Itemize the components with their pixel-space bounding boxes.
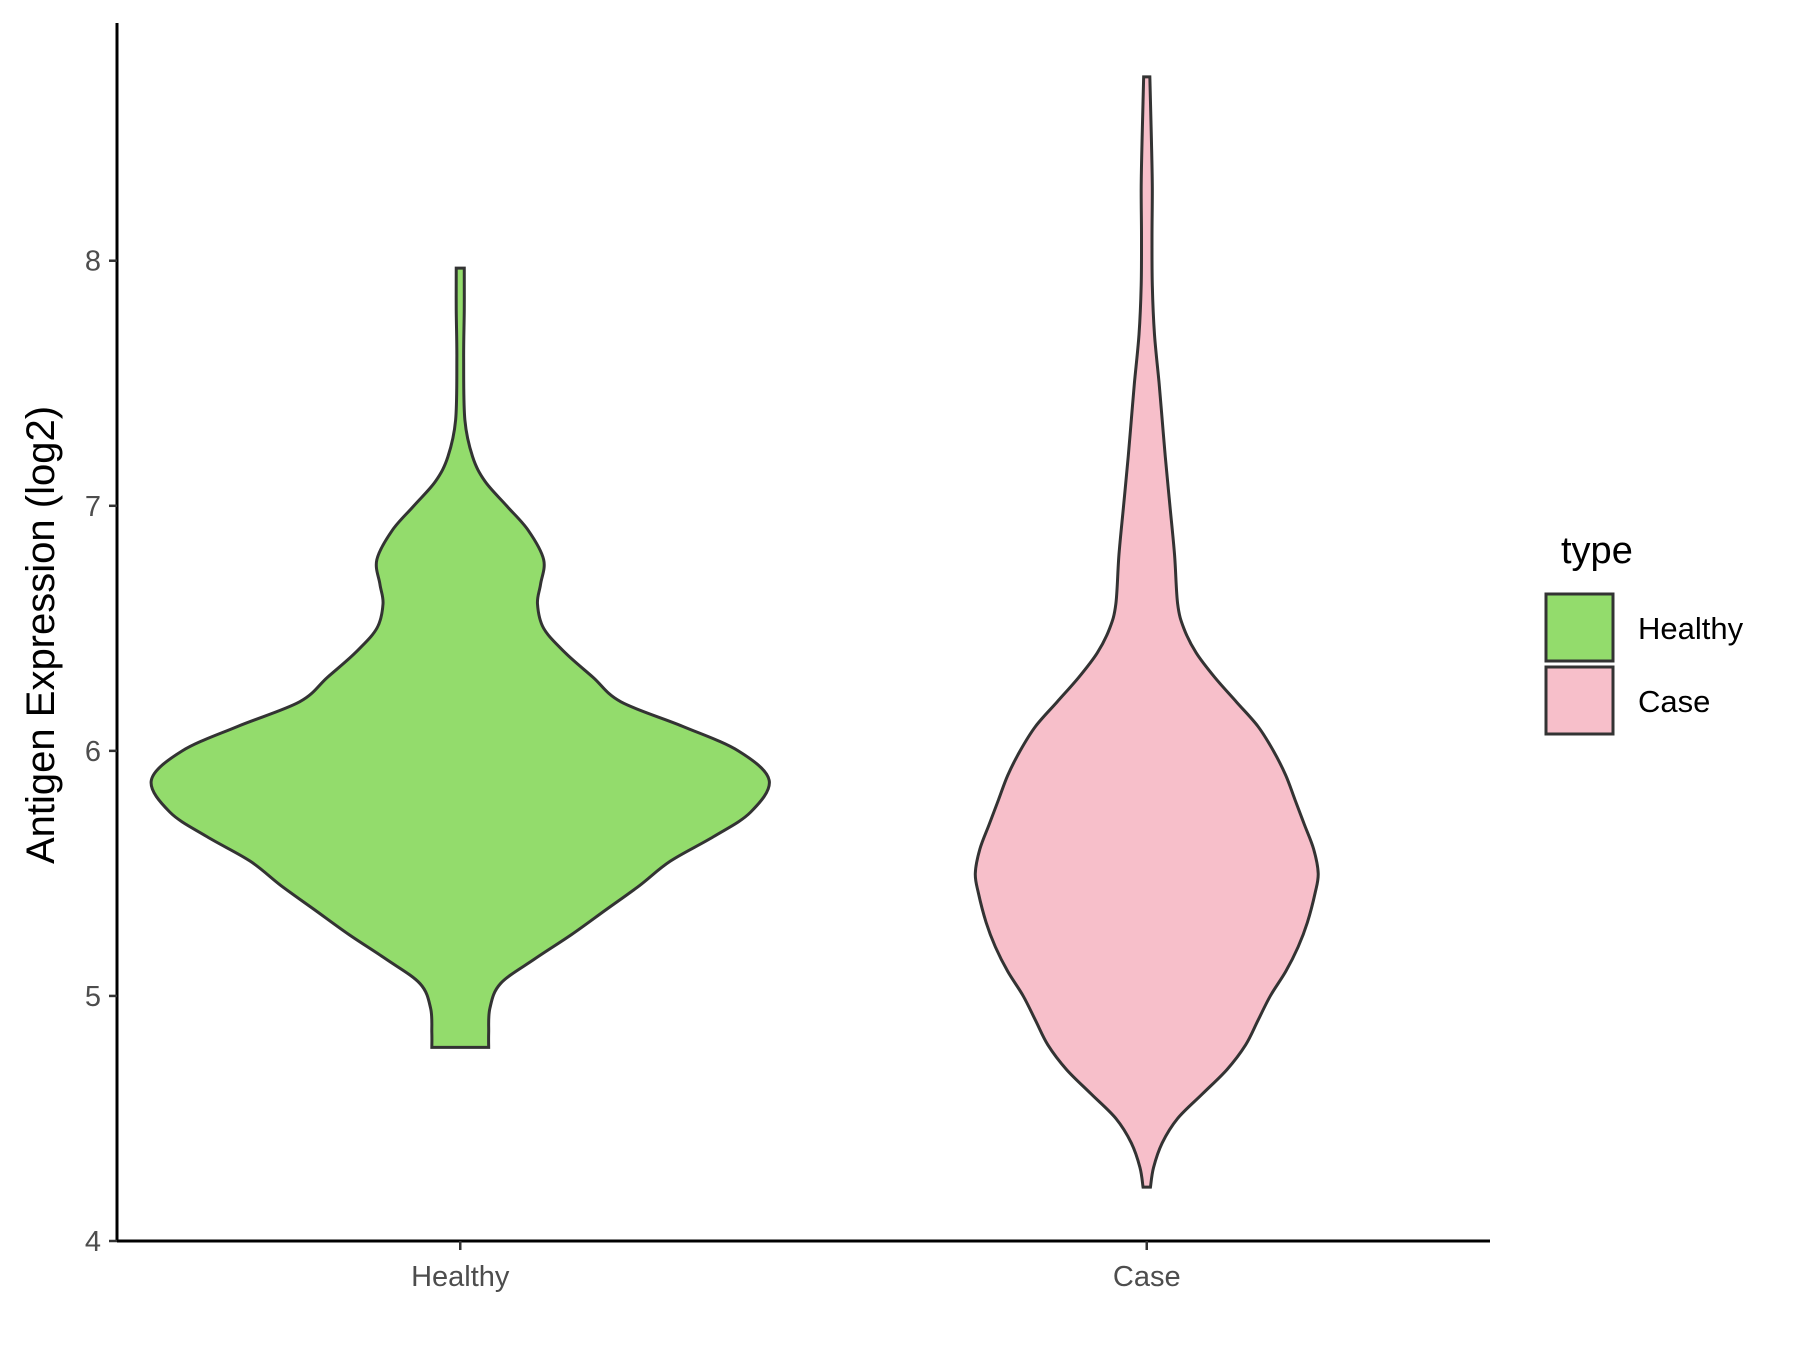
x-axis-ticks: Healthy Case xyxy=(411,1241,1181,1293)
violin-healthy xyxy=(149,266,771,1049)
violin-case xyxy=(973,75,1320,1189)
legend-key-healthy xyxy=(1544,592,1615,663)
y-tick-label: 8 xyxy=(85,246,101,278)
legend-key-case xyxy=(1544,665,1615,736)
y-tick-label: 6 xyxy=(85,736,101,768)
legend-label-case: Case xyxy=(1638,684,1710,719)
violins xyxy=(149,75,1320,1189)
y-axis-title: Antigen Expression (log2) xyxy=(19,406,63,864)
legend: type Healthy Case xyxy=(1544,530,1744,736)
legend-title: type xyxy=(1561,530,1633,572)
y-axis-ticks: 4 5 6 7 8 xyxy=(85,246,117,1258)
y-tick-label: 7 xyxy=(85,491,101,523)
x-tick-label-healthy: Healthy xyxy=(411,1261,510,1293)
y-tick-label: 5 xyxy=(85,981,101,1013)
y-tick-label: 4 xyxy=(85,1226,101,1258)
x-tick-label-case: Case xyxy=(1113,1261,1181,1293)
legend-label-healthy: Healthy xyxy=(1638,611,1744,646)
